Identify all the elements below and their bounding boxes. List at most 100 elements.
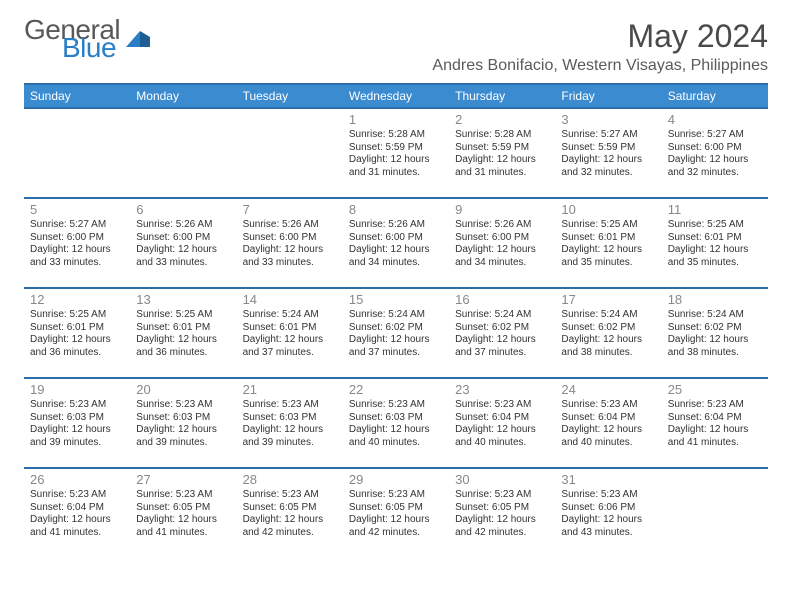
day-number: 1 bbox=[349, 112, 443, 128]
sunset-line: Sunset: 6:00 PM bbox=[455, 232, 549, 245]
daylight-line: Daylight: 12 hours and 41 minutes. bbox=[30, 514, 124, 539]
sunset-line: Sunset: 6:05 PM bbox=[349, 502, 443, 515]
sunset-line: Sunset: 6:00 PM bbox=[668, 142, 762, 155]
sunrise-line: Sunrise: 5:27 AM bbox=[30, 219, 124, 232]
day-number: 11 bbox=[668, 202, 762, 218]
calendar-day-cell: 14Sunrise: 5:24 AMSunset: 6:01 PMDayligh… bbox=[237, 288, 343, 378]
sunset-line: Sunset: 5:59 PM bbox=[455, 142, 549, 155]
sunrise-line: Sunrise: 5:23 AM bbox=[668, 399, 762, 412]
calendar-day-cell: 6Sunrise: 5:26 AMSunset: 6:00 PMDaylight… bbox=[130, 198, 236, 288]
calendar-empty-cell bbox=[24, 108, 130, 198]
sunrise-line: Sunrise: 5:23 AM bbox=[243, 489, 337, 502]
sunset-line: Sunset: 6:01 PM bbox=[668, 232, 762, 245]
daylight-line: Daylight: 12 hours and 38 minutes. bbox=[668, 334, 762, 359]
calendar-week-row: 1Sunrise: 5:28 AMSunset: 5:59 PMDaylight… bbox=[24, 108, 768, 198]
sunset-line: Sunset: 6:02 PM bbox=[561, 322, 655, 335]
day-number: 6 bbox=[136, 202, 230, 218]
calendar-day-cell: 8Sunrise: 5:26 AMSunset: 6:00 PMDaylight… bbox=[343, 198, 449, 288]
calendar-day-cell: 15Sunrise: 5:24 AMSunset: 6:02 PMDayligh… bbox=[343, 288, 449, 378]
sunrise-line: Sunrise: 5:24 AM bbox=[668, 309, 762, 322]
calendar-day-cell: 10Sunrise: 5:25 AMSunset: 6:01 PMDayligh… bbox=[555, 198, 661, 288]
sunrise-line: Sunrise: 5:26 AM bbox=[136, 219, 230, 232]
calendar-day-cell: 23Sunrise: 5:23 AMSunset: 6:04 PMDayligh… bbox=[449, 378, 555, 468]
sunrise-line: Sunrise: 5:27 AM bbox=[561, 129, 655, 142]
day-number: 23 bbox=[455, 382, 549, 398]
calendar-table: SundayMondayTuesdayWednesdayThursdayFrid… bbox=[24, 83, 768, 558]
sunrise-line: Sunrise: 5:24 AM bbox=[455, 309, 549, 322]
sunset-line: Sunset: 6:01 PM bbox=[30, 322, 124, 335]
day-number: 9 bbox=[455, 202, 549, 218]
weekday-header: Wednesday bbox=[343, 84, 449, 108]
calendar-day-cell: 9Sunrise: 5:26 AMSunset: 6:00 PMDaylight… bbox=[449, 198, 555, 288]
sunrise-line: Sunrise: 5:24 AM bbox=[561, 309, 655, 322]
sunrise-line: Sunrise: 5:23 AM bbox=[30, 489, 124, 502]
sunset-line: Sunset: 6:02 PM bbox=[349, 322, 443, 335]
calendar-day-cell: 19Sunrise: 5:23 AMSunset: 6:03 PMDayligh… bbox=[24, 378, 130, 468]
daylight-line: Daylight: 12 hours and 41 minutes. bbox=[136, 514, 230, 539]
sunrise-line: Sunrise: 5:23 AM bbox=[561, 489, 655, 502]
daylight-line: Daylight: 12 hours and 42 minutes. bbox=[349, 514, 443, 539]
day-number: 29 bbox=[349, 472, 443, 488]
day-number: 17 bbox=[561, 292, 655, 308]
calendar-day-cell: 3Sunrise: 5:27 AMSunset: 5:59 PMDaylight… bbox=[555, 108, 661, 198]
daylight-line: Daylight: 12 hours and 43 minutes. bbox=[561, 514, 655, 539]
daylight-line: Daylight: 12 hours and 37 minutes. bbox=[349, 334, 443, 359]
day-number: 16 bbox=[455, 292, 549, 308]
sunset-line: Sunset: 6:01 PM bbox=[561, 232, 655, 245]
sunrise-line: Sunrise: 5:23 AM bbox=[349, 399, 443, 412]
month-title: May 2024 bbox=[432, 18, 768, 55]
day-number: 7 bbox=[243, 202, 337, 218]
sunrise-line: Sunrise: 5:23 AM bbox=[136, 489, 230, 502]
calendar-week-row: 26Sunrise: 5:23 AMSunset: 6:04 PMDayligh… bbox=[24, 468, 768, 558]
day-number: 3 bbox=[561, 112, 655, 128]
sunrise-line: Sunrise: 5:23 AM bbox=[455, 489, 549, 502]
brand-triangle-icon bbox=[126, 25, 152, 52]
day-number: 19 bbox=[30, 382, 124, 398]
sunrise-line: Sunrise: 5:23 AM bbox=[349, 489, 443, 502]
brand-word-2: Blue bbox=[62, 36, 120, 60]
sunset-line: Sunset: 6:00 PM bbox=[243, 232, 337, 245]
day-number: 31 bbox=[561, 472, 655, 488]
calendar-day-cell: 30Sunrise: 5:23 AMSunset: 6:05 PMDayligh… bbox=[449, 468, 555, 558]
sunrise-line: Sunrise: 5:26 AM bbox=[455, 219, 549, 232]
calendar-empty-cell bbox=[662, 468, 768, 558]
calendar-day-cell: 11Sunrise: 5:25 AMSunset: 6:01 PMDayligh… bbox=[662, 198, 768, 288]
day-number: 20 bbox=[136, 382, 230, 398]
day-number: 13 bbox=[136, 292, 230, 308]
sunset-line: Sunset: 6:02 PM bbox=[455, 322, 549, 335]
weekday-header: Tuesday bbox=[237, 84, 343, 108]
daylight-line: Daylight: 12 hours and 31 minutes. bbox=[349, 154, 443, 179]
calendar-day-cell: 28Sunrise: 5:23 AMSunset: 6:05 PMDayligh… bbox=[237, 468, 343, 558]
sunrise-line: Sunrise: 5:28 AM bbox=[349, 129, 443, 142]
sunset-line: Sunset: 6:04 PM bbox=[561, 412, 655, 425]
sunset-line: Sunset: 6:01 PM bbox=[136, 322, 230, 335]
daylight-line: Daylight: 12 hours and 41 minutes. bbox=[668, 424, 762, 449]
daylight-line: Daylight: 12 hours and 36 minutes. bbox=[136, 334, 230, 359]
sunrise-line: Sunrise: 5:25 AM bbox=[136, 309, 230, 322]
sunset-line: Sunset: 6:00 PM bbox=[349, 232, 443, 245]
calendar-day-cell: 13Sunrise: 5:25 AMSunset: 6:01 PMDayligh… bbox=[130, 288, 236, 378]
daylight-line: Daylight: 12 hours and 33 minutes. bbox=[30, 244, 124, 269]
sunset-line: Sunset: 6:02 PM bbox=[668, 322, 762, 335]
calendar-day-cell: 18Sunrise: 5:24 AMSunset: 6:02 PMDayligh… bbox=[662, 288, 768, 378]
calendar-day-cell: 5Sunrise: 5:27 AMSunset: 6:00 PMDaylight… bbox=[24, 198, 130, 288]
sunrise-line: Sunrise: 5:24 AM bbox=[243, 309, 337, 322]
day-number: 26 bbox=[30, 472, 124, 488]
daylight-line: Daylight: 12 hours and 32 minutes. bbox=[561, 154, 655, 179]
calendar-day-cell: 29Sunrise: 5:23 AMSunset: 6:05 PMDayligh… bbox=[343, 468, 449, 558]
sunset-line: Sunset: 5:59 PM bbox=[561, 142, 655, 155]
daylight-line: Daylight: 12 hours and 34 minutes. bbox=[349, 244, 443, 269]
sunrise-line: Sunrise: 5:23 AM bbox=[561, 399, 655, 412]
day-number: 10 bbox=[561, 202, 655, 218]
day-number: 14 bbox=[243, 292, 337, 308]
weekday-header-row: SundayMondayTuesdayWednesdayThursdayFrid… bbox=[24, 84, 768, 108]
sunset-line: Sunset: 6:04 PM bbox=[455, 412, 549, 425]
daylight-line: Daylight: 12 hours and 31 minutes. bbox=[455, 154, 549, 179]
calendar-day-cell: 2Sunrise: 5:28 AMSunset: 5:59 PMDaylight… bbox=[449, 108, 555, 198]
daylight-line: Daylight: 12 hours and 39 minutes. bbox=[243, 424, 337, 449]
day-number: 15 bbox=[349, 292, 443, 308]
sunset-line: Sunset: 6:00 PM bbox=[136, 232, 230, 245]
daylight-line: Daylight: 12 hours and 36 minutes. bbox=[30, 334, 124, 359]
calendar-day-cell: 24Sunrise: 5:23 AMSunset: 6:04 PMDayligh… bbox=[555, 378, 661, 468]
location: Andres Bonifacio, Western Visayas, Phili… bbox=[432, 57, 768, 75]
